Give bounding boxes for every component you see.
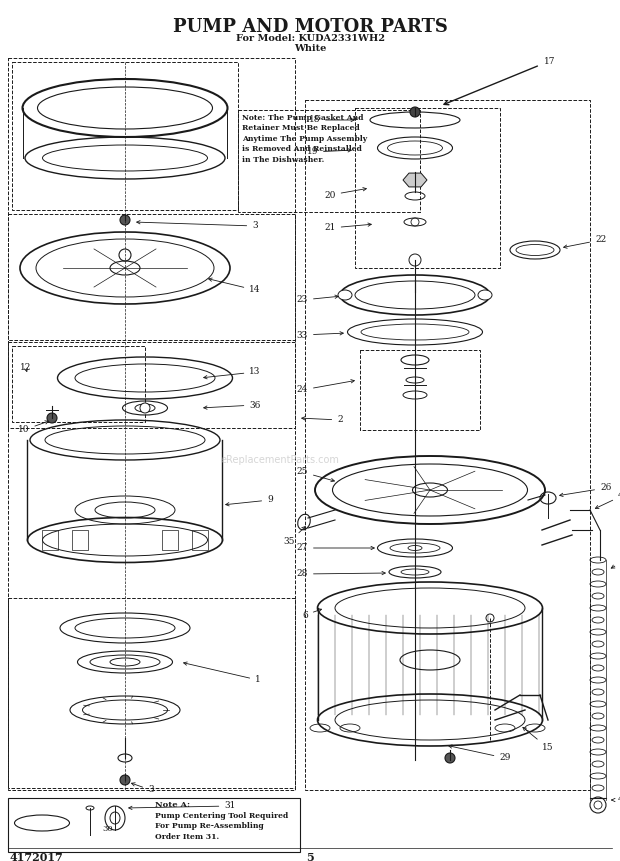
Text: 18: 18	[309, 115, 354, 125]
Text: 6: 6	[303, 609, 322, 620]
Ellipse shape	[478, 290, 492, 300]
Text: 10: 10	[18, 421, 48, 435]
Circle shape	[47, 413, 57, 423]
Text: 25: 25	[296, 468, 334, 481]
Polygon shape	[403, 173, 427, 187]
Text: Pump Centering Tool Required
For Pump Re-Assembling
Order Item 31.: Pump Centering Tool Required For Pump Re…	[155, 812, 288, 841]
Text: 28: 28	[296, 569, 385, 579]
Circle shape	[445, 753, 455, 763]
Text: 14: 14	[208, 278, 261, 294]
Text: 22: 22	[564, 236, 606, 248]
Text: 9: 9	[226, 495, 273, 506]
Text: 2: 2	[302, 416, 343, 424]
Bar	[192, 530, 208, 550]
Text: 12: 12	[20, 363, 32, 373]
Text: PUMP AND MOTOR PARTS: PUMP AND MOTOR PARTS	[172, 18, 448, 36]
Text: 21: 21	[324, 223, 371, 232]
Circle shape	[120, 775, 130, 785]
Text: 23: 23	[297, 295, 339, 305]
Text: Note: The Pump Gasket And
Retainer Must Be Replaced
Anytime The Pump Assembly
is: Note: The Pump Gasket And Retainer Must …	[242, 114, 367, 164]
Text: 26: 26	[560, 484, 611, 497]
Text: 41: 41	[612, 796, 620, 804]
Circle shape	[120, 215, 130, 225]
Text: 3: 3	[131, 783, 154, 795]
Text: 35: 35	[283, 527, 305, 547]
Bar	[162, 530, 178, 550]
Ellipse shape	[338, 290, 352, 300]
Bar	[42, 530, 58, 550]
Circle shape	[410, 107, 420, 117]
Text: 17: 17	[544, 58, 556, 66]
Text: Note A:: Note A:	[155, 801, 190, 809]
Text: 40: 40	[595, 491, 620, 509]
Text: White: White	[294, 44, 326, 53]
Text: 33: 33	[297, 331, 343, 339]
Text: 36: 36	[204, 400, 260, 410]
Text: 27: 27	[296, 543, 374, 553]
Text: 20: 20	[324, 188, 366, 200]
Text: 19: 19	[306, 147, 352, 157]
Circle shape	[140, 403, 150, 413]
Text: 3: 3	[136, 220, 258, 231]
Text: 24: 24	[296, 380, 355, 394]
Ellipse shape	[86, 806, 94, 810]
Text: 29: 29	[449, 745, 511, 763]
Text: 13: 13	[204, 368, 260, 379]
Text: 30: 30	[103, 825, 113, 833]
Text: For Model: KUDA2331WH2: For Model: KUDA2331WH2	[236, 34, 384, 43]
Text: 39: 39	[611, 555, 620, 568]
Text: eReplacementParts.com: eReplacementParts.com	[221, 455, 339, 465]
Text: 15: 15	[523, 728, 554, 753]
Text: 5: 5	[306, 852, 314, 861]
Bar	[72, 530, 88, 550]
Text: 4172017: 4172017	[10, 852, 64, 861]
Text: 1: 1	[184, 662, 261, 684]
Text: 31: 31	[129, 802, 236, 810]
